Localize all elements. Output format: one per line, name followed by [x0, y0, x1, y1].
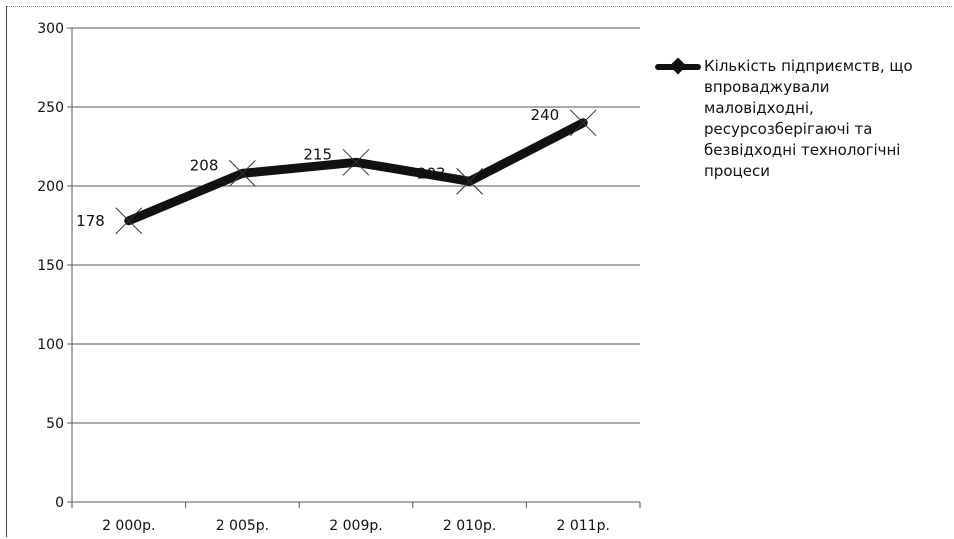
x-tick-label: 2 000р.: [102, 518, 155, 534]
data-labels: 178 208 215 203 240: [76, 106, 559, 230]
y-tick-label: 300: [37, 21, 64, 37]
data-label: 215: [303, 145, 332, 163]
marker-stroke: [569, 109, 597, 137]
legend-label: Кількість підприємств, що впроваджували …: [704, 57, 913, 180]
data-point-marker: [342, 148, 370, 176]
y-tick-label: 0: [55, 495, 64, 511]
marker-stroke: [229, 160, 256, 187]
x-tick-label: 2 009р.: [329, 518, 382, 534]
gridlines: [72, 27, 640, 424]
x-tick-label: 2 005р.: [216, 518, 269, 534]
y-tick-label: 50: [46, 416, 64, 432]
y-axis-ticks: 0 50 100 150 200 250 300: [37, 21, 72, 511]
data-point-marker: [569, 109, 597, 137]
y-tick-label: 100: [37, 337, 64, 353]
x-tick-label: 2 011р.: [556, 518, 609, 534]
data-label: 240: [531, 106, 560, 124]
marker-stroke: [115, 207, 143, 235]
data-point-marker: [115, 207, 143, 235]
marker-stroke: [456, 167, 483, 195]
data-point-marker: [229, 160, 256, 187]
y-tick-label: 250: [37, 100, 64, 116]
chart-frame: [6, 6, 952, 537]
y-tick-label: 150: [37, 258, 64, 274]
series-group: [115, 109, 597, 235]
x-tick-label: 2 010р.: [443, 518, 496, 534]
data-label: 178: [76, 212, 105, 230]
x-axis-ticks: 2 000р. 2 005р. 2 009р. 2 010р. 2 011р.: [71, 502, 641, 534]
data-label: 208: [190, 156, 219, 174]
marker-stroke: [342, 148, 370, 176]
data-point-marker: [456, 167, 483, 195]
y-tick-label: 200: [37, 179, 64, 195]
data-label: 203: [417, 164, 446, 182]
